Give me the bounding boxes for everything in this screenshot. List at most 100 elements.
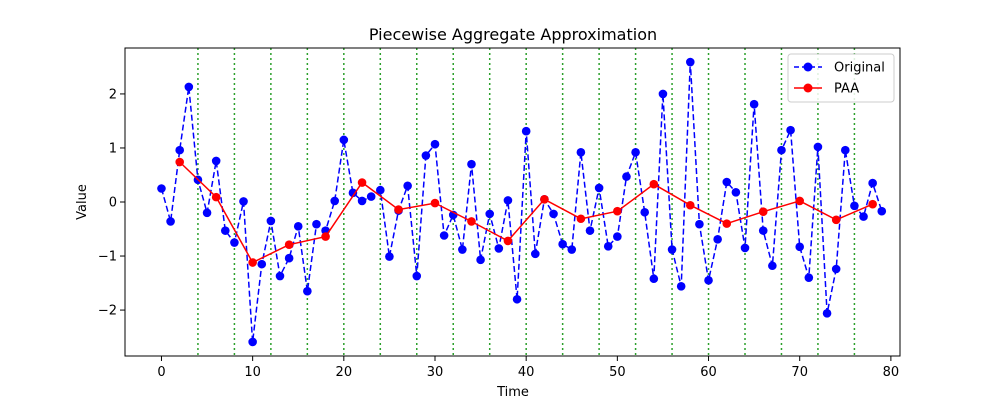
legend-paa-marker — [803, 83, 813, 93]
original-point — [558, 239, 567, 249]
original-point — [831, 264, 841, 274]
paa-line — [179, 161, 873, 264]
original-point — [549, 209, 558, 219]
original-point — [421, 151, 431, 160]
paa-point — [576, 214, 586, 224]
original-point — [768, 261, 777, 271]
paa-point — [211, 192, 221, 202]
paa-point — [321, 232, 330, 241]
legend-paa-label: PAA — [834, 82, 859, 97]
original-point — [339, 135, 349, 145]
legend: Original PAA — [787, 53, 895, 103]
original-point — [248, 337, 257, 347]
original-point — [239, 197, 248, 206]
series-paa — [175, 157, 877, 267]
original-point — [567, 245, 577, 254]
original-point — [676, 281, 686, 291]
original-point — [439, 231, 449, 240]
y-axis-label: Value — [75, 184, 90, 220]
original-point — [284, 253, 294, 263]
original-point — [485, 209, 495, 219]
paa-point — [467, 217, 476, 226]
original-point — [704, 276, 713, 285]
original-point — [722, 177, 732, 187]
original-point — [403, 181, 412, 191]
original-point — [230, 238, 239, 247]
original-point — [220, 226, 230, 235]
y-tick-label: 2 — [109, 87, 117, 102]
original-point — [713, 234, 722, 244]
paa-point — [831, 215, 841, 225]
x-tick-label: 80 — [883, 365, 900, 380]
original-point — [202, 208, 212, 218]
paa-point — [430, 198, 440, 208]
original-point — [430, 139, 440, 149]
original-point — [330, 196, 340, 206]
original-point — [804, 273, 814, 282]
original-point — [640, 207, 650, 217]
x-tick-label: 10 — [244, 365, 261, 380]
paa-point — [248, 258, 257, 267]
legend-original-label: Original — [834, 61, 885, 76]
original-point — [594, 183, 604, 193]
original-point — [266, 216, 276, 226]
original-point — [649, 274, 659, 284]
paa-point — [868, 199, 877, 209]
original-point — [813, 142, 823, 152]
original-point — [512, 294, 522, 304]
original-point — [175, 145, 185, 155]
original-point — [622, 172, 631, 181]
original-point — [357, 196, 367, 206]
original-point — [576, 147, 586, 157]
segment-boundaries — [197, 48, 856, 356]
original-point — [530, 249, 540, 259]
original-point — [795, 242, 805, 252]
original-point — [786, 125, 795, 135]
original-point — [777, 145, 786, 155]
x-tick-label: 50 — [609, 365, 626, 380]
legend-box — [787, 53, 895, 103]
original-point — [695, 219, 704, 229]
original-point — [758, 226, 768, 235]
x-tick-label: 20 — [336, 365, 353, 380]
original-point — [658, 89, 668, 99]
original-point — [348, 188, 358, 198]
original-point — [503, 196, 513, 205]
y-axis: −2 −1 0 1 2 — [98, 87, 125, 319]
original-point — [375, 185, 385, 195]
original-point — [667, 245, 677, 254]
original-point — [731, 187, 741, 197]
x-axis: 0 10 20 30 40 50 60 70 80 — [157, 356, 899, 380]
original-point — [859, 212, 868, 221]
original-point — [293, 222, 303, 231]
x-tick-label: 60 — [700, 365, 717, 380]
original-point — [257, 259, 267, 269]
x-axis-label: Time — [496, 385, 529, 400]
paa-point — [685, 200, 695, 210]
paa-point — [357, 178, 367, 187]
original-point — [850, 201, 859, 211]
original-point — [822, 309, 832, 318]
y-tick-label: −1 — [98, 250, 117, 265]
paa-point — [394, 205, 403, 214]
paa-point — [540, 194, 549, 204]
paa-point — [613, 206, 622, 216]
paa-point — [795, 196, 805, 206]
original-point — [458, 245, 467, 254]
original-point — [211, 156, 221, 166]
y-tick-label: 1 — [109, 141, 117, 156]
chart-title: Piecewise Aggregate Approximation — [369, 25, 657, 44]
original-point — [685, 57, 695, 67]
y-tick-label: 0 — [109, 196, 117, 211]
original-point — [166, 217, 175, 226]
x-tick-label: 40 — [518, 365, 535, 380]
original-point — [494, 244, 504, 253]
original-point — [312, 219, 321, 229]
y-tick-label: −2 — [98, 304, 117, 319]
original-point — [275, 271, 285, 281]
original-point — [303, 286, 312, 296]
original-point — [476, 255, 485, 265]
x-tick-label: 30 — [427, 365, 444, 380]
paa-point — [284, 240, 294, 249]
x-tick-label: 0 — [157, 365, 165, 380]
